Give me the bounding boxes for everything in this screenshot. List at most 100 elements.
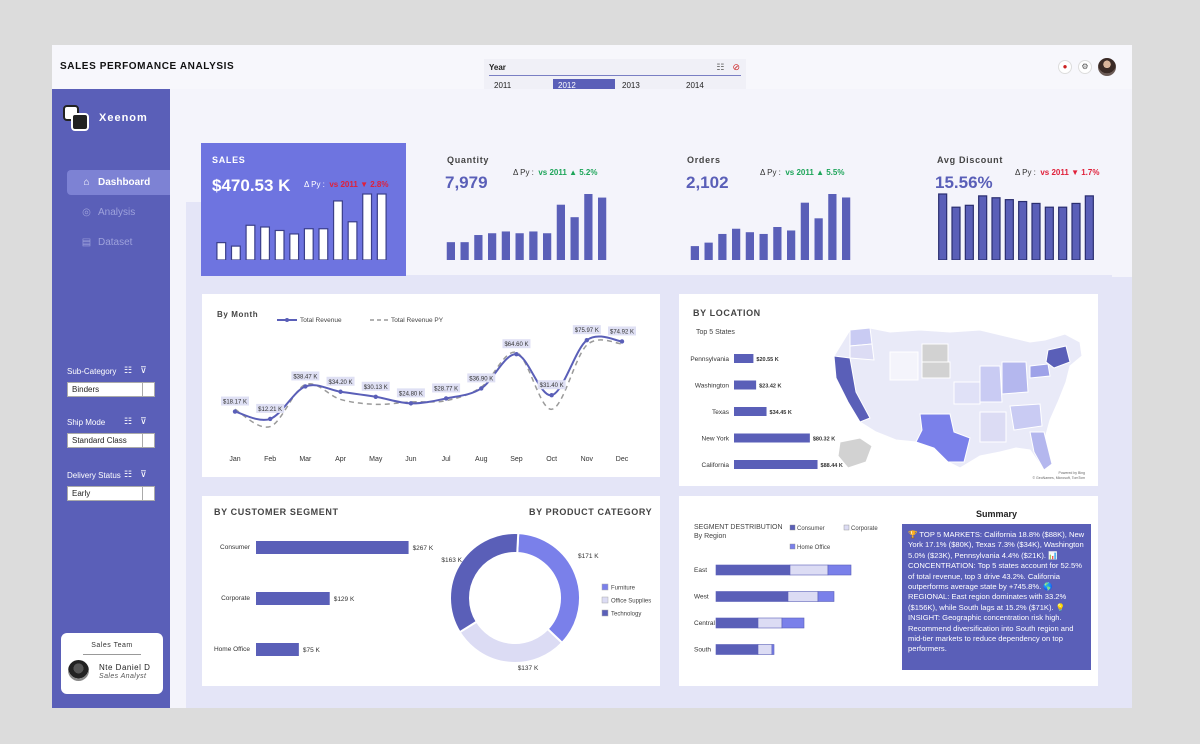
seg-dist-title: SEGMENT DESTRIBUTION <box>694 524 783 531</box>
legend-label: Consumer <box>797 526 825 532</box>
year-option-2011[interactable]: 2011 <box>494 81 512 90</box>
spark-bar <box>289 233 300 260</box>
legend-swatch <box>789 543 796 550</box>
spark-bar <box>1044 206 1054 260</box>
seg-dist-subtitle: By Region <box>694 533 727 540</box>
spark-bar <box>1004 199 1014 260</box>
year-slicer-label: Year <box>489 63 506 72</box>
nav-dataset[interactable]: ▤ Dataset <box>67 230 170 255</box>
month-tick: Sep <box>510 456 523 463</box>
region-bar-segment <box>715 644 759 655</box>
kpi-orders-title: Orders <box>687 155 721 165</box>
team-member-name: Nte Daniel D <box>99 663 151 672</box>
data-label: $34.20 K <box>329 380 353 386</box>
summary-title: Summary <box>975 509 1018 519</box>
clear-filter-icon[interactable]: ⊘ <box>732 62 740 72</box>
data-label-bg <box>572 325 601 335</box>
by-month-card <box>202 294 660 477</box>
spark-bar <box>814 218 823 260</box>
segment-value: $75 K <box>303 647 321 654</box>
segment-distribution-chart: Consumer Corporate Home Office East West Cent… <box>694 524 878 655</box>
spark-bar <box>964 204 974 260</box>
spark-bar <box>991 197 1001 260</box>
month-tick: Oct <box>546 456 557 463</box>
team-avatar <box>68 660 89 681</box>
kpi-quantity-value: 7,979 <box>445 173 488 192</box>
map-credit-1: Powered by Bing <box>1059 471 1086 475</box>
segment-label: Corporate <box>221 595 250 602</box>
filter-icon[interactable]: ⊽ <box>140 469 147 479</box>
summary-text: 🏆 TOP 5 MARKETS: California 18.8% ($88K)… <box>902 524 1091 670</box>
by-month-title: By Month <box>217 310 259 319</box>
data-label-bg <box>291 371 320 381</box>
year-option-2013[interactable]: 2013 <box>622 81 640 90</box>
sales-team-card: Sales Team Nte Daniel D Sales Analyst <box>61 633 163 694</box>
revenue-point <box>408 401 414 406</box>
home-icon: ⌂ <box>83 177 90 188</box>
month-tick: Aug <box>475 456 488 463</box>
segment-value: $129 K <box>334 596 355 603</box>
data-label-bg <box>361 381 390 391</box>
spark-bar <box>543 233 552 260</box>
region-label: South <box>694 647 711 654</box>
data-label: $75.97 K <box>575 328 599 334</box>
region-bar-segment <box>757 644 773 655</box>
state-value: $88.44 K <box>821 463 843 469</box>
segment-bar <box>256 541 409 554</box>
region-bar-segment <box>757 617 783 629</box>
data-label: $24.80 K <box>399 391 423 397</box>
subcategory-dropdown[interactable]: Binders <box>67 382 155 397</box>
notification-icon[interactable]: ● <box>1058 60 1072 74</box>
spark-bar <box>690 246 699 260</box>
spark-bar <box>376 193 387 260</box>
region-bar-segment <box>715 591 789 602</box>
nav-analysis[interactable]: ◎ Analysis <box>67 200 170 225</box>
data-label-bg <box>432 383 461 393</box>
legend-swatch <box>789 524 796 531</box>
multi-select-icon[interactable]: ☷ <box>716 62 725 72</box>
region-label: East <box>694 567 707 574</box>
kpi-discount-value: 15.56% <box>935 173 993 192</box>
region-bar-segment <box>817 591 835 602</box>
kpi-quantity-delta: Δ Py : vs 2011 ▲ 5.2% <box>513 168 598 177</box>
spark-bar <box>598 197 607 260</box>
texas-region <box>915 413 971 463</box>
spark-bar <box>732 228 741 260</box>
data-label-bg <box>326 376 355 386</box>
kpi-orders-delta: Δ Py : vs 2011 ▲ 5.5% <box>760 168 845 177</box>
filter-icon[interactable]: ⊽ <box>140 416 147 426</box>
multi-select-icon[interactable]: ☷ <box>124 416 133 426</box>
kpi-orders-value: 2,102 <box>686 173 729 192</box>
by-segment-title: BY CUSTOMER SEGMENT <box>214 507 339 517</box>
year-option-2014[interactable]: 2014 <box>686 81 704 90</box>
multi-select-icon[interactable]: ☷ <box>124 365 133 375</box>
spark-bar <box>303 228 314 260</box>
settings-icon[interactable]: ⚙ <box>1078 60 1092 74</box>
state-label: New York <box>702 436 730 443</box>
donut-label: $171 K <box>578 553 599 560</box>
filter-icon[interactable]: ⊽ <box>140 365 147 375</box>
donut-slice <box>449 532 520 634</box>
data-label: $64.60 K <box>504 342 528 348</box>
shipmode-value: Standard Class <box>72 436 127 445</box>
nav-dashboard[interactable]: ⌂ Dashboard <box>67 170 170 195</box>
delivery-status-dropdown[interactable]: Early <box>67 486 155 501</box>
state-value: $80.32 K <box>813 437 835 443</box>
legend-swatch <box>601 596 609 604</box>
kpi-quantity-title: Quantity <box>447 155 490 165</box>
spark-bar <box>800 202 809 260</box>
spark-bar <box>1084 195 1094 260</box>
data-label-bg <box>256 403 285 413</box>
nav-label: Dataset <box>98 237 133 248</box>
region-bar-segment <box>715 617 759 629</box>
state-bar <box>734 433 810 443</box>
shipmode-dropdown[interactable]: Standard Class <box>67 433 155 448</box>
multi-select-icon[interactable]: ☷ <box>124 469 133 479</box>
user-avatar[interactable] <box>1098 58 1116 76</box>
kpi-sales-delta: Δ Py : vs 2011 ▼ 2.8% <box>304 180 389 189</box>
legend-swatch <box>601 609 609 617</box>
data-label: $28.77 K <box>434 386 458 392</box>
spark-bar <box>718 233 727 260</box>
spark-bar <box>529 231 538 260</box>
segment-bar <box>256 643 299 656</box>
